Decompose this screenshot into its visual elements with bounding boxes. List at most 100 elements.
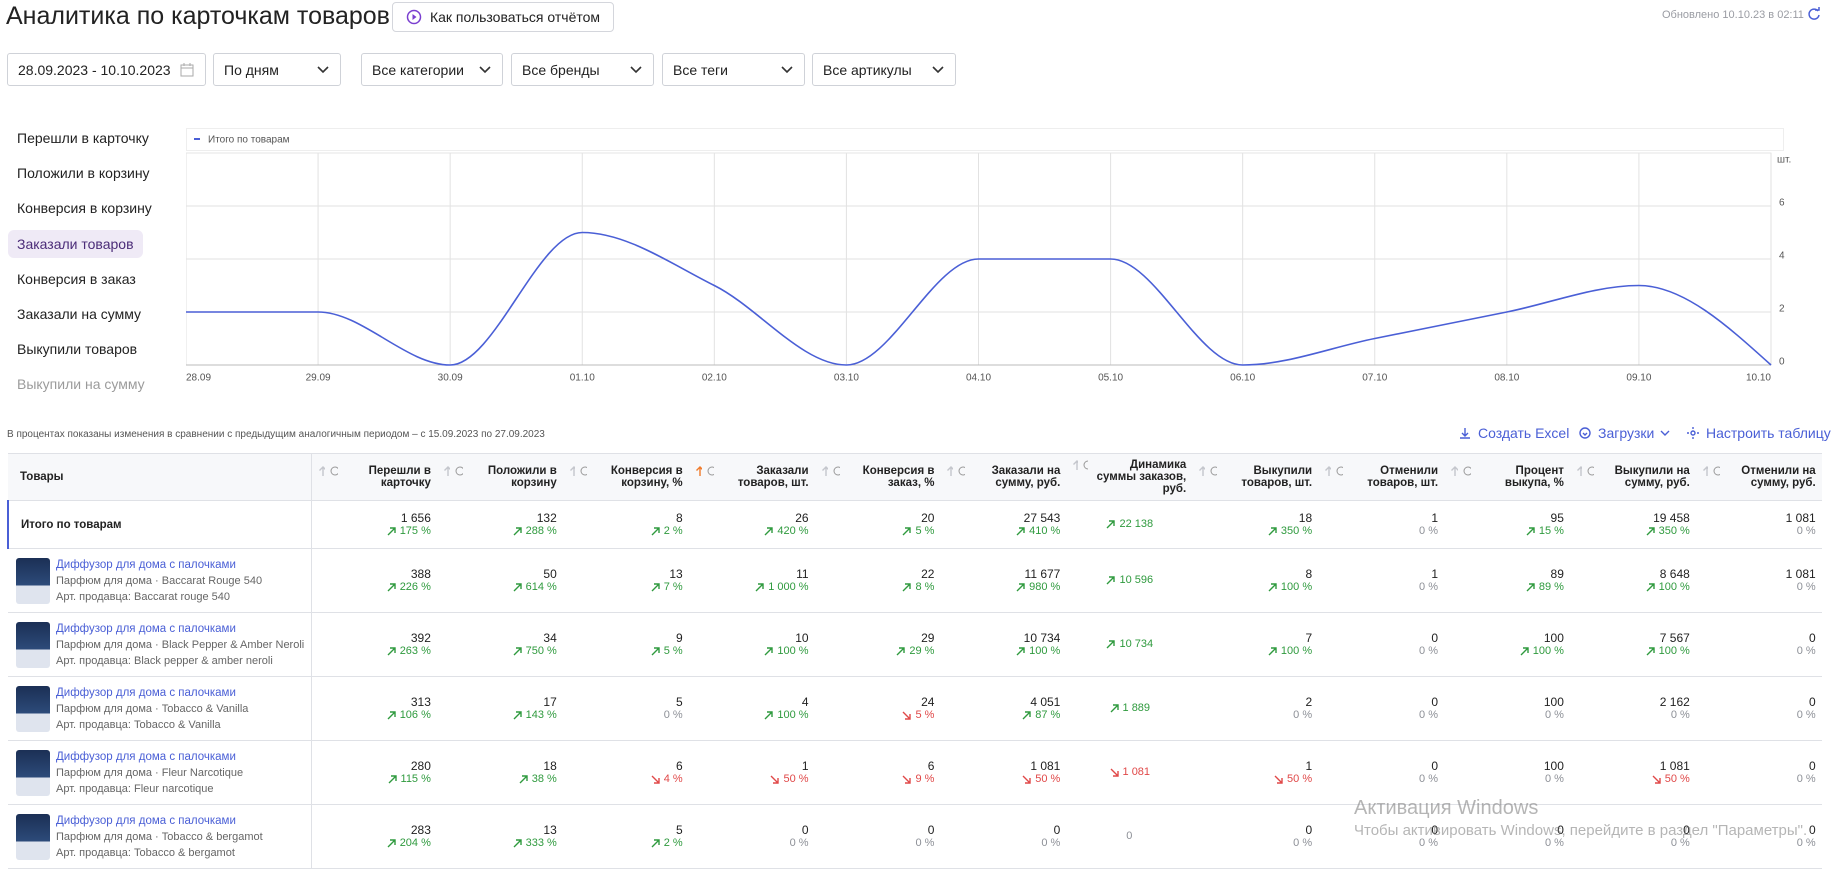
trend-arrow	[513, 583, 522, 592]
column-header[interactable]: Заказали на сумму, руб.	[940, 453, 1067, 501]
product-thumbnail	[16, 749, 50, 796]
product-name[interactable]: Диффузор для дома с палочками	[56, 686, 236, 699]
change-text: 204 %	[399, 837, 431, 849]
change-text: 0 %	[915, 837, 935, 849]
sort-icon-shape	[1576, 466, 1583, 476]
cell-change: 5 %	[569, 645, 683, 658]
cell-value: 10 596	[1119, 574, 1154, 586]
product-name[interactable]: Диффузор для дома с палочками	[56, 622, 236, 635]
product-name[interactable]: Диффузор для дома с палочками	[56, 558, 236, 571]
cell-value: 0	[1809, 631, 1816, 645]
column-header: Товары	[8, 453, 312, 501]
change-text: 226 %	[399, 581, 431, 593]
trend-arrow-shape	[651, 775, 660, 784]
cell-value: 0	[1431, 695, 1439, 709]
cell-value: 10	[795, 631, 809, 645]
change-text: 175 %	[399, 525, 431, 537]
metric[interactable]: Заказали товаров	[8, 229, 143, 258]
cell-value: 4 051	[1030, 695, 1061, 709]
x-tick-label: 06.10	[1230, 373, 1255, 384]
table-action[interactable]: Создать Excel	[1458, 425, 1569, 441]
data-cell: 1 50 %	[688, 740, 815, 805]
product-subtitle: Парфюм для дома · Tobacco & bergamot	[56, 830, 263, 843]
product-row: Диффузор для дома с палочками Парфюм для …	[8, 676, 1822, 741]
product-name[interactable]: Диффузор для дома с палочками	[56, 750, 236, 763]
data-cell: 7 100 %	[1192, 612, 1319, 677]
change-text: 0 %	[1544, 773, 1564, 785]
filter[interactable]: Все бренды	[511, 53, 654, 86]
help-button[interactable]: Как пользоваться отчётом	[392, 2, 614, 32]
trend-arrow	[513, 839, 522, 848]
trend-arrow-shape	[388, 775, 397, 784]
trend-arrow	[1016, 583, 1025, 592]
change-text: 420 %	[777, 525, 809, 537]
filter[interactable]: Все артикулы	[812, 53, 956, 86]
metric[interactable]: Выкупили на сумму	[17, 376, 145, 393]
trend-arrow-shape	[513, 527, 522, 536]
table-action[interactable]: Настроить таблицу	[1686, 425, 1831, 441]
data-cell: 17 143 %	[436, 676, 563, 741]
trend-arrow-shape	[1268, 583, 1277, 592]
column-header[interactable]: Конверсия в заказ, %	[814, 453, 941, 501]
cell-value: 1 081	[1785, 567, 1816, 581]
column-header[interactable]: Конверсия в корзину, %	[562, 453, 689, 501]
product-info: Диффузор для дома с палочками Парфюм для …	[56, 813, 263, 861]
cell-value: 283	[410, 823, 431, 837]
sort-icon	[1073, 460, 1078, 470]
filter[interactable]: По дням	[213, 53, 341, 86]
trend-arrow	[902, 527, 912, 536]
column-header[interactable]: Положили в корзину	[436, 453, 563, 501]
table-action[interactable]: Загрузки	[1578, 425, 1670, 441]
trend-arrow-shape	[387, 647, 396, 656]
metric[interactable]: Конверсия в заказ	[17, 270, 136, 287]
cell-change: 29 %	[821, 645, 934, 658]
metric[interactable]: Заказали на сумму	[17, 306, 142, 322]
metric[interactable]: Выкупили товаров	[17, 341, 138, 358]
header-wrap: Заказали товаров, шт.	[695, 465, 809, 489]
column-header[interactable]: Динамика суммы заказов, руб.	[1066, 453, 1193, 501]
data-cell: 34 750 %	[436, 612, 563, 677]
metric[interactable]: Положили в корзину	[17, 165, 150, 182]
column-header[interactable]: Отменили на сумму, руб.	[1695, 453, 1822, 501]
product-name[interactable]: Диффузор для дома с палочками	[56, 814, 236, 827]
refresh-icon[interactable]	[1807, 7, 1821, 21]
cell-value: 280	[410, 759, 431, 773]
column-header[interactable]: Заказали товаров, шт.	[688, 453, 815, 501]
column-title: Положили в корзину	[487, 465, 557, 489]
filter[interactable]: 28.09.2023 - 10.10.2023	[7, 53, 206, 86]
column-header[interactable]: Выкупили на сумму, руб.	[1569, 453, 1696, 501]
metric[interactable]: Конверсия в корзину	[17, 200, 152, 217]
filter[interactable]: Все теги	[662, 53, 805, 86]
column-header[interactable]: Отменили товаров, шт.	[1318, 453, 1445, 501]
cell-change: 420 %	[695, 525, 809, 538]
trend-arrow	[1646, 527, 1655, 536]
product-cell: Диффузор для дома с палочками Парфюм для …	[8, 548, 312, 613]
help-icon	[330, 466, 338, 476]
cell-change: 50 %	[695, 773, 809, 786]
cell-change: 100 %	[1576, 645, 1690, 658]
data-cell: 10 100 %	[688, 612, 815, 677]
chevron-icon	[781, 65, 793, 73]
cell-change: 333 %	[443, 837, 557, 850]
data-cell: 7 567 100 %	[1569, 612, 1696, 677]
filter[interactable]: Все категории	[361, 53, 503, 86]
cell-change: 100 %	[1198, 645, 1312, 658]
change-text: 0 %	[1796, 525, 1816, 537]
y-tick-label: 6	[1779, 198, 1785, 209]
change-text: 100 %	[1658, 581, 1690, 593]
action-icon-shape	[1460, 428, 1470, 439]
metric[interactable]: Перешли в карточку	[17, 130, 149, 146]
data-cell: 89 89 %	[1444, 548, 1570, 613]
column-header[interactable]: Перешли в карточку	[311, 453, 437, 501]
product-thumbnail	[16, 621, 50, 668]
column-header[interactable]: Процент выкупа, %	[1444, 453, 1570, 501]
column-header[interactable]: Выкупили товаров, шт.	[1192, 453, 1319, 501]
change-text: 288 %	[525, 525, 557, 537]
sort-icon-shape	[695, 466, 702, 476]
trend-arrow-shape	[1022, 711, 1031, 720]
change-text: 0 %	[1796, 581, 1816, 593]
data-cell: 22 138	[1066, 500, 1193, 549]
